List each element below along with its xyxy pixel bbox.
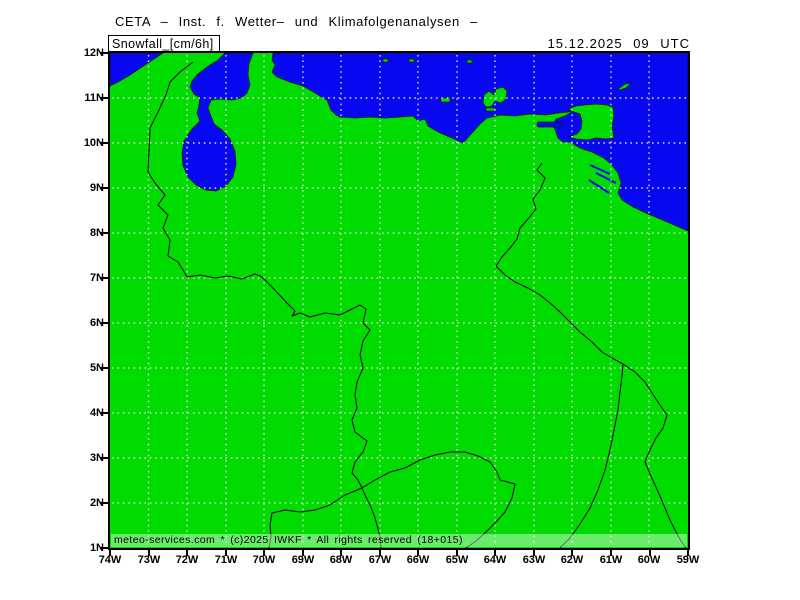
lat-label: 11N	[84, 92, 104, 104]
lat-label: 8N	[89, 227, 104, 239]
la-orchila-island	[408, 58, 415, 63]
border-guyana-brazil	[622, 363, 687, 548]
lon-tick	[263, 550, 265, 556]
lon-label: 62W	[560, 554, 584, 566]
lon-tick	[225, 550, 227, 556]
lon-tick	[379, 550, 381, 556]
lon-tick	[186, 550, 188, 556]
border-colombia-venezuela	[147, 61, 382, 548]
border-venezuela-guyana	[495, 162, 624, 365]
lon-label: 63W	[522, 554, 546, 566]
border-colombia-brazil	[268, 487, 363, 548]
lon-label: 72W	[175, 554, 199, 566]
lon-label: 66W	[406, 554, 430, 566]
lat-tick	[100, 97, 108, 99]
lon-label: 67W	[368, 554, 392, 566]
lon-label: 59W	[676, 554, 700, 566]
caribbean-atlantic-sea	[271, 53, 688, 232]
lon-tick	[571, 550, 573, 556]
lat-label: 5N	[89, 362, 104, 374]
lat-tick	[100, 547, 108, 549]
lon-label: 73W	[137, 554, 161, 566]
los-roques-island	[382, 58, 389, 63]
lat-tick	[100, 322, 108, 324]
lon-label: 71W	[214, 554, 238, 566]
watermark-band	[111, 534, 687, 547]
lon-tick	[340, 550, 342, 556]
lat-label: 2N	[89, 497, 104, 509]
lon-tick	[148, 550, 150, 556]
variable-label-box: Snowfall_[cm/6h]	[108, 35, 220, 54]
lat-tick	[100, 232, 108, 234]
lat-tick	[100, 52, 108, 54]
lat-label: 9N	[89, 182, 104, 194]
lon-label: 65W	[445, 554, 469, 566]
lon-tick	[456, 550, 458, 556]
lon-label: 60W	[637, 554, 661, 566]
lon-tick	[302, 550, 304, 556]
trinidad-island	[567, 103, 615, 141]
lon-label: 68W	[329, 554, 353, 566]
lat-label: 4N	[89, 407, 104, 419]
lat-tick	[100, 277, 108, 279]
map-frame: meteo-services.com * (c)2025 IWKF * All …	[108, 51, 690, 550]
lat-tick	[100, 367, 108, 369]
lat-tick	[100, 187, 108, 189]
lat-tick	[100, 457, 108, 459]
lon-tick	[494, 550, 496, 556]
la-tortuga-island	[440, 97, 451, 103]
lon-tick	[109, 550, 111, 556]
gulf-of-venezuela-lake-maracaibo	[181, 53, 254, 192]
watermark-text: meteo-services.com * (c)2025 IWKF * All …	[114, 534, 463, 546]
lat-tick	[100, 142, 108, 144]
lat-label: 10N	[83, 137, 104, 149]
graticule-lines	[112, 55, 686, 546]
border-venezuela-brazil	[361, 363, 624, 548]
lon-label: 61W	[599, 554, 623, 566]
lat-label: 12N	[83, 47, 104, 59]
sea-northwest	[110, 53, 164, 87]
lon-tick	[649, 550, 651, 556]
lon-tick	[610, 550, 612, 556]
lat-label: 6N	[89, 317, 104, 329]
page-title: CETA – Inst. f. Wetter– und Klimafolgena…	[115, 14, 478, 29]
lat-label: 7N	[89, 272, 104, 284]
lon-tick	[417, 550, 419, 556]
lon-label: 74W	[98, 554, 122, 566]
lat-label: 3N	[89, 452, 104, 464]
margarita-island	[482, 86, 508, 108]
lat-label: 1N	[89, 542, 104, 554]
datetime-label: 15.12.2025 09 UTC	[547, 36, 690, 51]
lon-tick	[687, 550, 689, 556]
lat-tick	[100, 412, 108, 414]
orinoco-delta-channels	[588, 164, 617, 194]
lon-label: 64W	[483, 554, 507, 566]
variable-label: Snowfall_[cm/6h]	[112, 37, 214, 51]
gulf-of-cariaco	[536, 121, 564, 128]
lon-tick	[533, 550, 535, 556]
lat-tick	[100, 502, 108, 504]
map-image	[110, 53, 688, 548]
lon-label: 69W	[291, 554, 315, 566]
coche-island	[485, 107, 496, 112]
la-blanquilla-island	[466, 59, 473, 64]
tobago-island	[617, 82, 633, 91]
lon-label: 70W	[252, 554, 276, 566]
